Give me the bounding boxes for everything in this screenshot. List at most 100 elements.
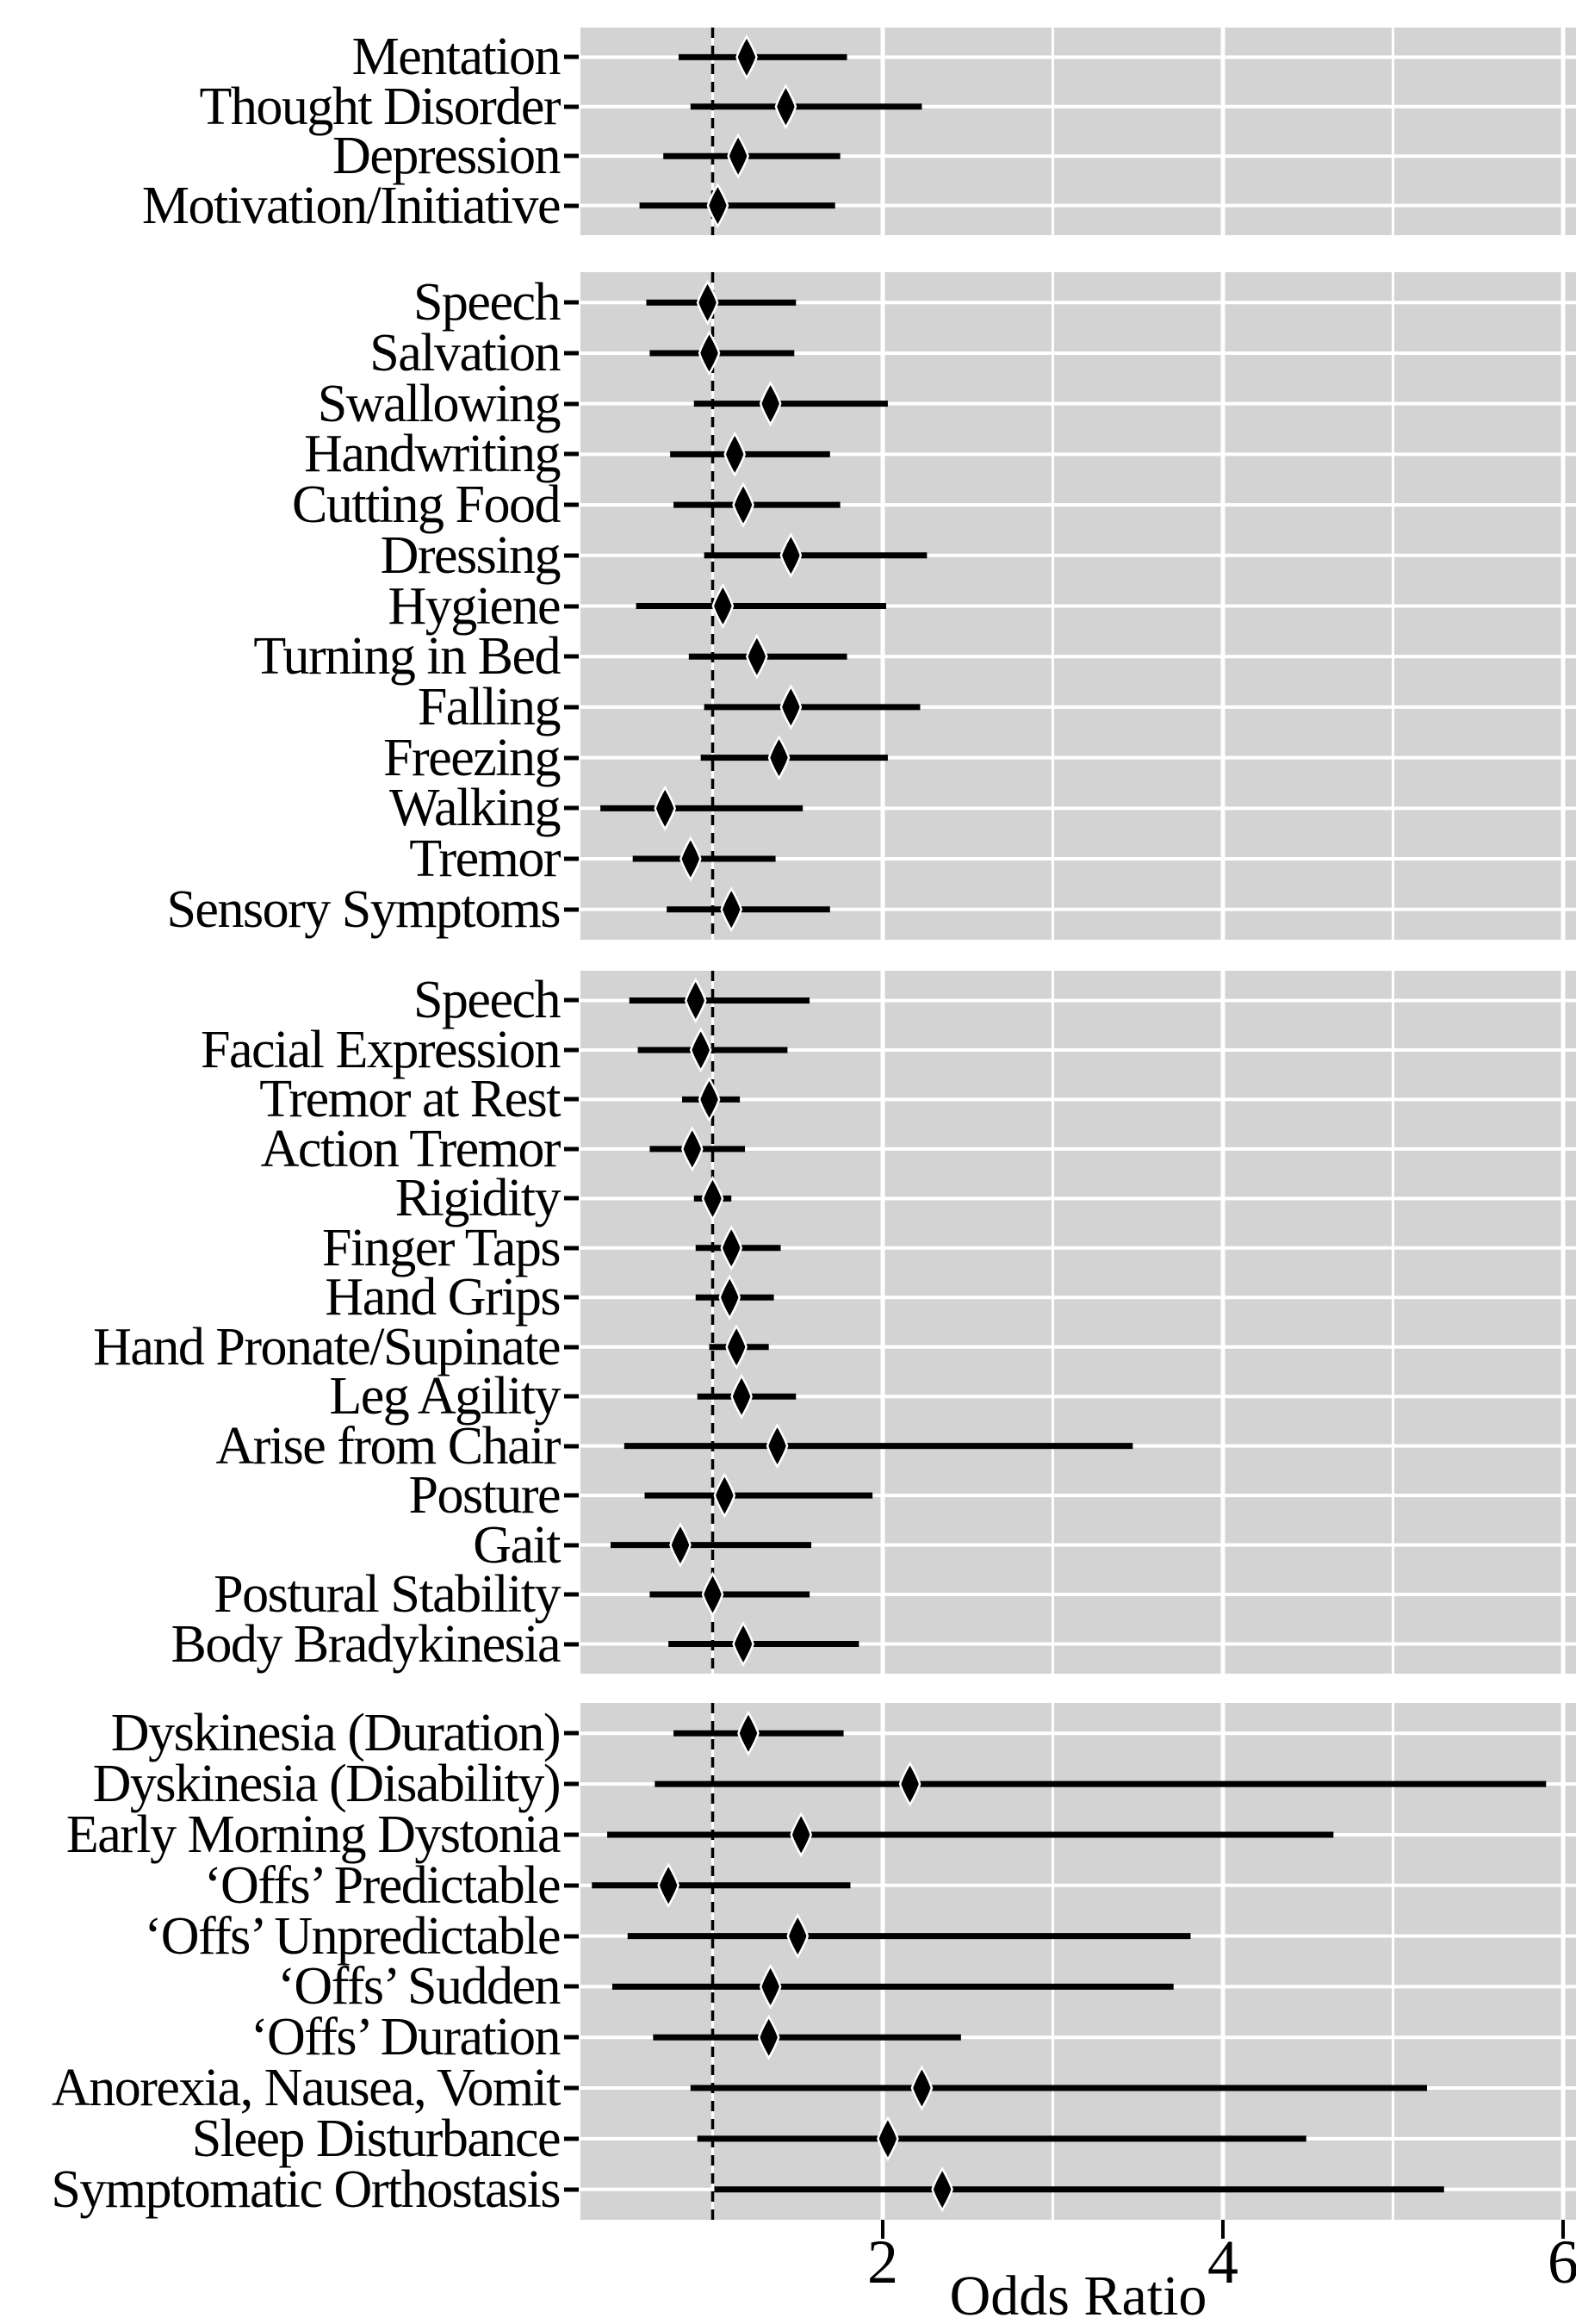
y-axis-tick [564, 2085, 579, 2091]
forest-panel-3: Speech Facial Expression Tremor at Rest Act… [0, 971, 1576, 1674]
or-marker [759, 381, 782, 427]
or-marker [711, 582, 735, 630]
y-axis-tick [564, 1146, 579, 1152]
or-marker [767, 735, 791, 781]
y-axis-tick [564, 553, 579, 558]
category-label: Cutting Food [291, 475, 562, 535]
y-axis-tick [564, 153, 579, 158]
or-marker [679, 836, 702, 882]
y-axis-tick [564, 1097, 579, 1102]
category-label: Salvation [369, 323, 561, 382]
forest-panel-4: Dyskinesia (Duration) Dyskinesia (Disabil… [0, 1703, 1576, 2220]
or-marker [766, 1423, 789, 1470]
or-marker [706, 183, 729, 229]
or-marker [786, 1913, 810, 1960]
category-label: Body Bradykinesia [171, 1614, 562, 1674]
or-marker [730, 1373, 753, 1420]
category-label: Rigidity [394, 1169, 562, 1228]
category-label: Thought Disorder [199, 77, 561, 136]
y-axis-tick [564, 1592, 579, 1597]
y-axis-tick [564, 856, 579, 861]
category-label: Walking [388, 779, 562, 838]
category-label: Early Morning Dystonia [65, 1805, 562, 1864]
panel-plot-area-1 [580, 28, 1576, 235]
or-marker [654, 785, 677, 831]
y-axis-tick [564, 997, 579, 1003]
category-label: Tremor at Rest [259, 1070, 561, 1129]
category-label: Anorexia, Nausea, Vomit [52, 2059, 561, 2118]
y-axis-tick [564, 1934, 579, 1939]
category-label: ‘Offs’ Unpredictable [144, 1906, 562, 1966]
or-marker [698, 1076, 721, 1122]
y-axis-tick [564, 300, 579, 305]
category-label: Dressing [380, 525, 562, 585]
or-marker [759, 1963, 782, 2010]
or-marker [698, 330, 721, 376]
x-axis-tick-label: 4 [1207, 2228, 1238, 2296]
or-marker [910, 2065, 934, 2111]
category-label: Hand Grips [325, 1268, 561, 1327]
category-label: Finger Taps [322, 1218, 561, 1277]
category-label: Gait [473, 1515, 561, 1575]
or-marker [779, 532, 803, 579]
or-marker [737, 1710, 760, 1756]
x-axis-tick-label: 2 [867, 2228, 898, 2296]
or-marker [684, 977, 707, 1023]
or-marker [757, 2014, 780, 2060]
or-marker [735, 34, 758, 80]
or-marker [713, 1472, 736, 1519]
or-marker [657, 1862, 679, 1909]
or-marker [669, 1522, 692, 1569]
y-axis-tick [564, 104, 579, 109]
y-axis-tick [564, 1781, 579, 1786]
or-marker [877, 2116, 899, 2162]
y-axis-tick [564, 1345, 579, 1350]
y-axis-tick [564, 907, 579, 912]
category-label: Leg Agility [329, 1367, 561, 1426]
category-label: Dyskinesia (Disability) [92, 1755, 562, 1814]
y-axis-tick [564, 654, 579, 659]
y-axis-tick [564, 1543, 579, 1548]
y-axis-tick [564, 805, 579, 811]
category-label: Speech [413, 273, 562, 332]
y-axis-tick [564, 1832, 579, 1837]
category-label: Sensory Symptoms [166, 879, 561, 939]
panel-background [580, 1703, 1576, 2220]
y-axis-tick [564, 705, 579, 710]
x-axis-tick-label: 6 [1548, 2228, 1576, 2296]
y-axis-tick [564, 1731, 579, 1736]
y-axis-tick [564, 1295, 579, 1300]
category-label: Depression [332, 127, 561, 186]
y-axis-tick [564, 451, 579, 457]
or-marker [727, 133, 749, 179]
category-label: Posture [408, 1466, 562, 1526]
category-label: Action Tremor [260, 1119, 562, 1178]
category-label: Freezing [383, 728, 561, 787]
or-marker [689, 1027, 712, 1073]
panel-background [580, 971, 1576, 1674]
category-label: ‘Offs’ Sudden [277, 1957, 561, 2016]
x-axis-tick [1561, 2220, 1565, 2239]
or-marker [779, 684, 803, 730]
x-axis-tick [1221, 2220, 1225, 2239]
category-label: Facial Expression [200, 1020, 562, 1079]
panel-plot-area-2 [580, 272, 1576, 940]
or-marker [720, 1225, 743, 1271]
or-marker [790, 1811, 813, 1858]
or-marker [931, 2166, 953, 2213]
y-axis-tick [564, 604, 579, 608]
y-axis-tick [564, 1883, 579, 1888]
y-axis-tick [564, 755, 579, 761]
or-marker [720, 886, 743, 933]
y-axis-tick [564, 1047, 579, 1053]
category-label: Hygiene [388, 576, 561, 636]
y-axis-tick [564, 1642, 579, 1647]
y-axis-tick [564, 1444, 579, 1449]
category-label: Falling [417, 677, 562, 736]
category-label: Sleep Disturbance [191, 2109, 562, 2168]
or-marker [718, 1274, 741, 1320]
y-axis-tick [564, 1196, 579, 1201]
category-label: Motivation/Initiative [141, 176, 562, 235]
category-label: Tremor [409, 830, 561, 889]
